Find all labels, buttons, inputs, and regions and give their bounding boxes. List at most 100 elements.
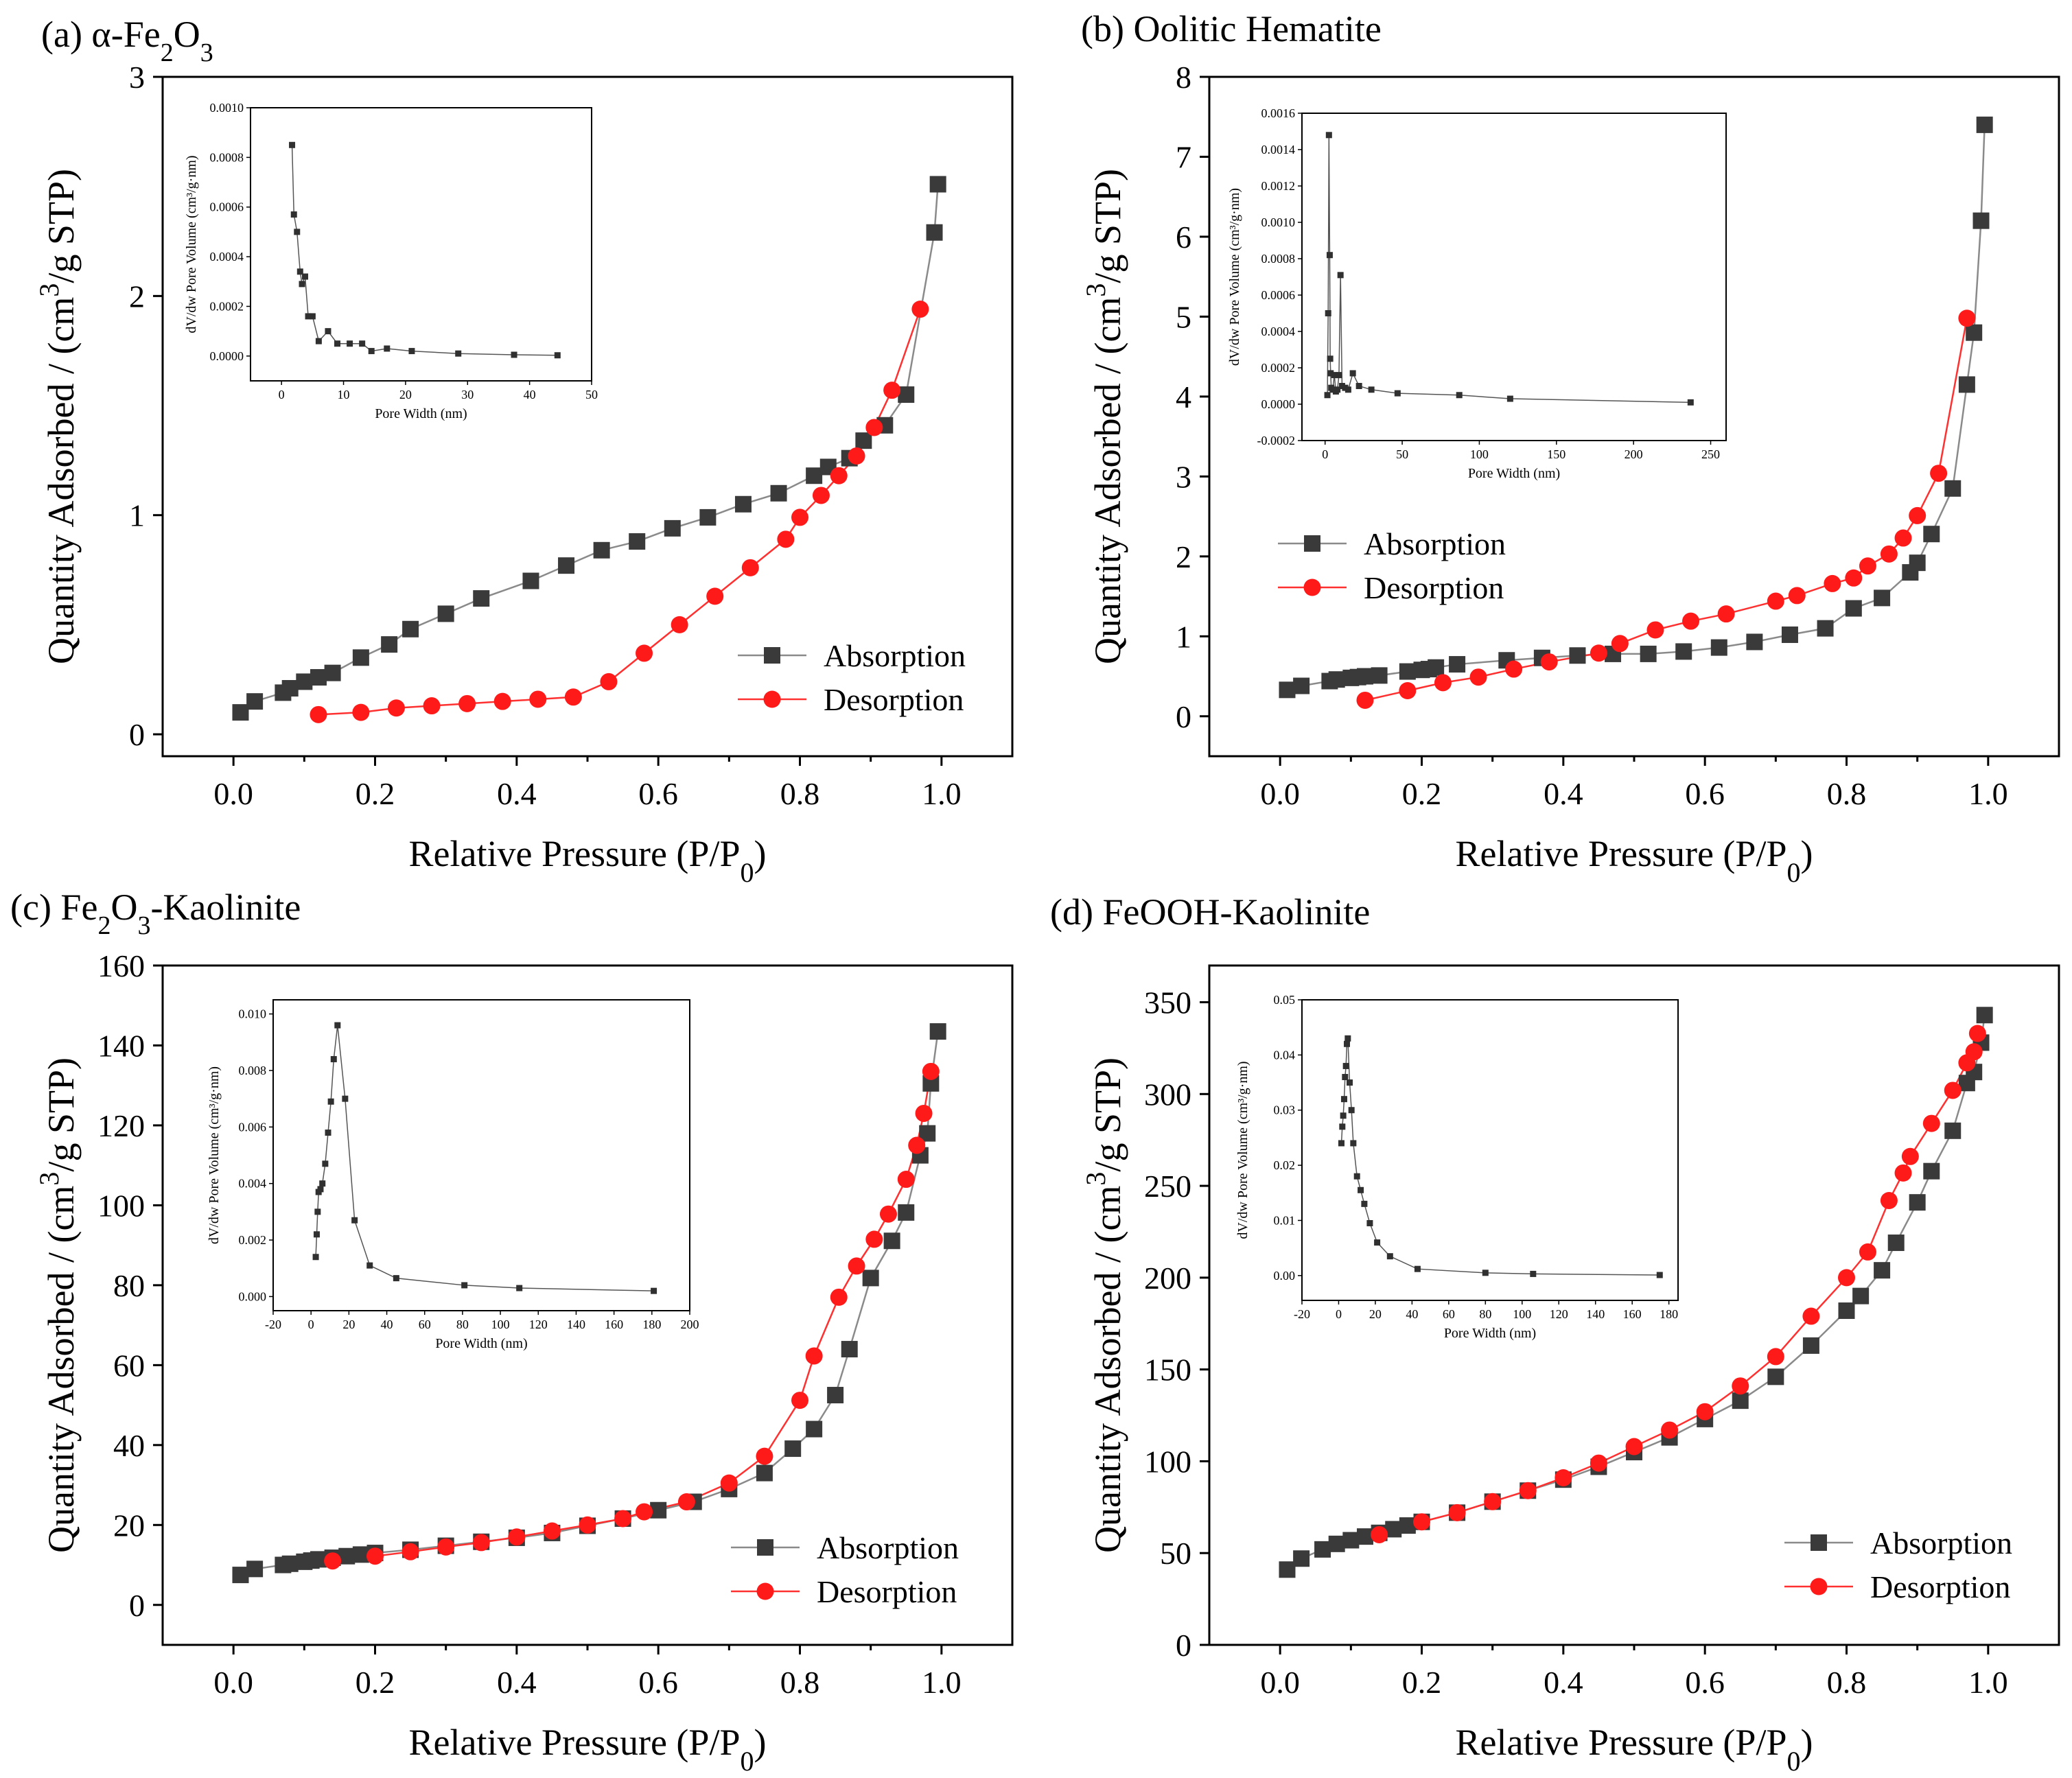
inset-x-tick-label: 40 [381,1318,393,1331]
inset-y-tick-label: 0.0006 [210,200,244,214]
inset-y-tick-label: 0.008 [239,1064,267,1077]
absorption-point [1874,589,1891,607]
desorption-point [1859,1243,1876,1261]
inset-y-tick-label: 0.0000 [1261,397,1296,411]
y-tick-label-b: 7 [1176,139,1191,174]
inset-x-tick-label: 160 [1623,1307,1642,1321]
legend-b: Absorption Desorption [1278,526,1506,605]
y-tick-label-c: 60 [113,1348,145,1383]
x-tick-label-c: 0.0 [213,1665,253,1700]
desorption-point [352,703,370,721]
x-tick-label-b: 0.6 [1685,776,1725,811]
legend-desorption-marker [1303,578,1321,596]
desorption-point [529,690,547,708]
y-tick-label-a: 2 [129,279,145,314]
desorption-point [865,1230,883,1248]
absorption-point [784,1440,802,1458]
desorption-point [636,1503,653,1521]
desorption-point [720,1474,738,1492]
absorption-point [699,508,717,526]
y-tick-label-b: 4 [1176,379,1191,414]
desorption-point [830,467,848,484]
inset-x-tick-label: 140 [567,1318,585,1331]
x-tick-label-b: 0.8 [1827,776,1867,811]
y-tick-label-c: 160 [97,948,145,983]
y-tick-label-c: 100 [97,1188,145,1223]
desorption-point [848,447,865,465]
legend-a: Absorption Desorption [738,638,966,717]
absorption-point [593,541,610,559]
inset-point [1374,1239,1381,1246]
y-tick-label-b: 3 [1176,459,1191,494]
inset-point [296,268,303,275]
inset-point [334,1022,341,1029]
desorption-point [1845,569,1863,587]
absorption-point [310,669,327,686]
x-tick-label-b: 0.0 [1260,776,1300,811]
absorption-point [296,673,313,690]
inset-y-tick-label: 0.000 [239,1289,267,1303]
desorption-point [1901,1147,1919,1165]
y-axis-title-c: Quantity Adsorbed / (cm3/g STP) [34,1057,82,1553]
absorption-point [806,1420,823,1438]
inset-point [1414,1265,1421,1272]
inset-point [554,352,561,359]
desorption-point [1717,605,1735,623]
inset-point [1345,386,1351,393]
absorption-point [898,386,915,403]
desorption-point [1968,1025,1986,1042]
desorption-point [805,1347,823,1365]
desorption-point [915,1104,933,1122]
inset-frame [272,999,690,1311]
y-tick-label-c: 80 [113,1268,145,1303]
inset-point [1326,252,1333,259]
desorption-point [401,1543,419,1560]
inset-y-tick-label: 0.02 [1274,1158,1296,1172]
inset-x-title: Pore Width (nm) [375,406,467,421]
inset-point [322,1160,329,1167]
absorption-point [1293,1550,1310,1567]
y-tick-label-d: 200 [1144,1261,1191,1296]
inset-point [1325,310,1331,316]
inset-point [313,1231,320,1238]
absorption-point [1356,668,1373,685]
desorption-point [1611,635,1629,653]
absorption-point [1428,659,1445,676]
inset-x-tick-label: 200 [681,1318,699,1331]
desorption-point [1859,557,1876,575]
absorption-point [1845,600,1862,617]
y-tick-label-d: 50 [1160,1536,1191,1571]
inset-x-tick-label: 50 [585,388,598,401]
desorption-point [437,1538,455,1556]
inset-point [1358,1186,1364,1193]
desorption-point [1505,660,1523,678]
inset-y-tick-label: 0.05 [1274,993,1296,1007]
absorption-point [281,1555,299,1572]
desorption-point [879,1205,897,1223]
legend-absorption-label: Absorption [817,1530,959,1565]
desorption-point [897,1171,915,1189]
desorption-point [366,1547,384,1565]
y-tick-label-b: 0 [1176,699,1191,734]
legend-absorption-marker [1304,535,1320,552]
inset-point [1687,399,1694,406]
inset-frame [250,107,592,382]
absorption-point [246,1560,264,1578]
inset-point [1338,1140,1345,1147]
x-tick-label-d: 0.8 [1827,1665,1867,1700]
desorption-point [458,694,476,712]
inset-point [1324,392,1331,399]
absorption-point [437,605,454,622]
inset-point [1456,392,1463,399]
inset-y-tick-label: 0.04 [1274,1048,1296,1062]
inset-point [319,1180,326,1187]
x-tick-label-b: 0.4 [1544,776,1583,811]
x-tick-label-c: 0.6 [638,1665,678,1700]
inset-point [1394,390,1401,397]
desorption-point [508,1528,526,1546]
absorption-point [281,680,299,697]
legend-absorption-marker [757,1539,773,1556]
inset-y-tick-label: 0.0004 [1261,325,1296,338]
x-tick-label-d: 0.0 [1260,1665,1300,1700]
